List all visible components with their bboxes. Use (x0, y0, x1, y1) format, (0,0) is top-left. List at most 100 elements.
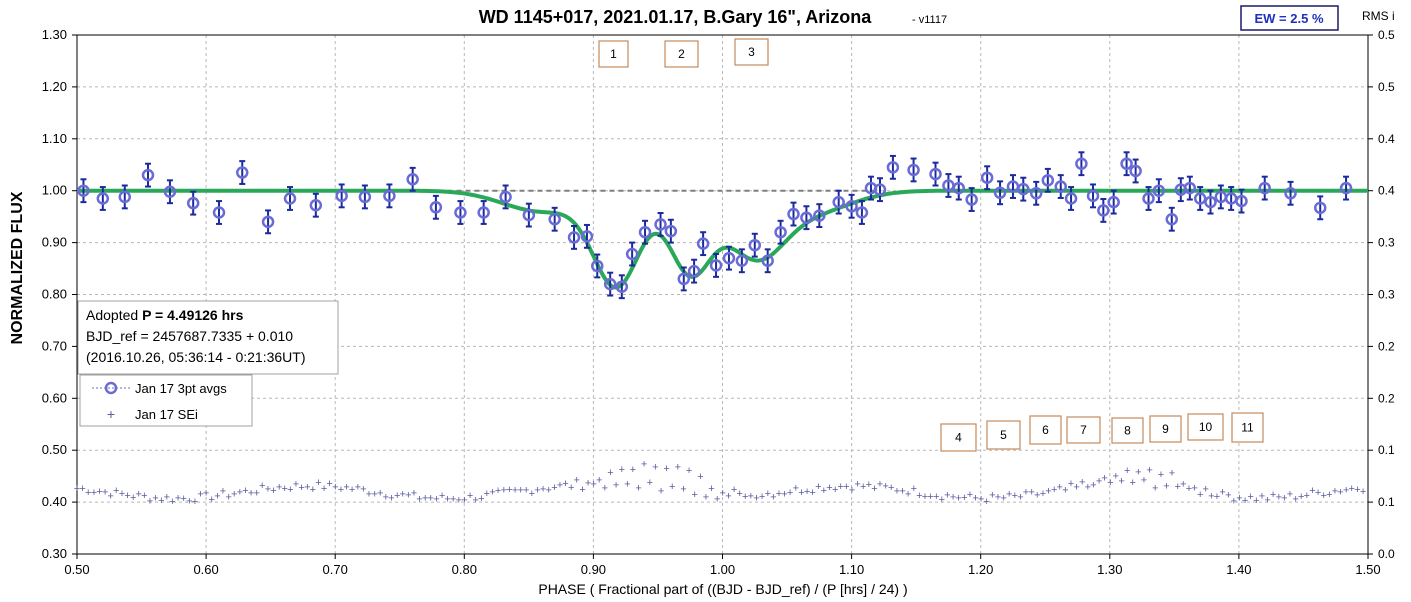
sei-point: + (562, 478, 568, 490)
sei-point: + (939, 494, 945, 506)
y-axis-label: NORMALIZED FLUX (9, 191, 26, 344)
avg-point (774, 225, 787, 239)
sei-point: + (922, 491, 928, 503)
sei-point: + (568, 482, 574, 494)
avg-point (261, 215, 275, 229)
sei-point: + (888, 482, 894, 494)
avg-point (1017, 182, 1030, 196)
sei-point: + (214, 491, 220, 503)
sei-point: + (1236, 492, 1242, 504)
y2-tick-label: 0.0 (1378, 547, 1395, 561)
sei-point: + (1191, 483, 1197, 495)
info-line2: BJD_ref = 2457687.7335 + 0.010 (86, 328, 293, 344)
avg-point (1041, 174, 1055, 187)
sei-point: + (1085, 482, 1091, 494)
sei-point: + (416, 493, 422, 505)
avg-point (1129, 164, 1142, 178)
sei-point: + (242, 485, 248, 497)
sei-point: + (1276, 491, 1282, 503)
rms-label: RMS i (1362, 9, 1395, 23)
avg-point (383, 189, 396, 203)
sei-point: + (400, 489, 406, 501)
avg-point (929, 167, 942, 181)
sei-point: + (1281, 493, 1287, 505)
sei-point: + (585, 478, 591, 490)
sei-point: + (1158, 469, 1164, 481)
avg-point (993, 186, 1007, 200)
avg-point (499, 190, 512, 204)
marker-label: 5 (1000, 428, 1007, 442)
sei-point: + (619, 464, 625, 476)
sei-point: + (753, 492, 759, 504)
sei-point: + (748, 490, 754, 502)
sei-point: + (1012, 490, 1018, 502)
sei-point: + (1337, 487, 1343, 499)
sei-point: + (102, 486, 108, 498)
sei-point: + (91, 487, 97, 499)
y-tick-label: 0.30 (42, 546, 67, 561)
sei-point: + (821, 485, 827, 497)
x-tick-label: 0.50 (64, 562, 89, 577)
sei-point: + (484, 488, 490, 500)
avg-point (1193, 192, 1207, 205)
sei-point: + (428, 493, 434, 505)
avg-point (1258, 181, 1271, 195)
marker-box (1066, 416, 1101, 444)
y2-tick-label: 0.4 (1378, 184, 1395, 198)
sei-point: + (809, 487, 815, 499)
avg-point (800, 211, 813, 224)
y2-tick-label: 0.1 (1378, 443, 1395, 457)
avg-point (845, 200, 858, 213)
sei-point: + (590, 479, 596, 491)
sei-point: + (1264, 494, 1270, 506)
sei-point: + (1146, 464, 1152, 476)
sei-point: + (978, 494, 984, 506)
sei-point: + (787, 487, 793, 499)
y-tick-label: 1.30 (42, 27, 67, 42)
sei-point: + (961, 492, 967, 504)
avg-point (638, 225, 652, 239)
sei-point: + (338, 484, 344, 496)
avg-point (118, 190, 132, 204)
sei-point: + (1118, 475, 1124, 487)
x-tick-label: 0.90 (581, 562, 606, 577)
info-line1-prefix: Adopted (86, 307, 142, 323)
ew-box (1240, 5, 1339, 31)
sei-point: + (1360, 486, 1366, 498)
avg-point (1204, 195, 1217, 209)
x-tick-label: 0.60 (193, 562, 218, 577)
sei-point: + (248, 487, 254, 499)
marker-box (598, 40, 629, 68)
sei-point: + (276, 482, 282, 494)
sei-point: + (472, 495, 478, 507)
sei-point: + (669, 481, 675, 493)
event-markers: 1 2 3 4 5 6 7 8 9 10 11 (598, 38, 1264, 452)
sei-point: + (714, 494, 720, 506)
sei-point: + (321, 483, 327, 495)
marker-box (664, 40, 699, 68)
y-tick-label: 0.60 (42, 390, 67, 405)
y-tick-label: 1.20 (42, 79, 67, 94)
x-axis-label: PHASE ( Fractional part of ((BJD - BJD_r… (538, 581, 907, 597)
sei-point: + (231, 489, 237, 501)
x-tick-label: 1.30 (1097, 562, 1122, 577)
sei-point: + (781, 489, 787, 501)
avg-point (980, 171, 994, 184)
legend-avgs-label: Jan 17 3pt avgs (135, 381, 227, 396)
marker-label: 9 (1162, 422, 1169, 436)
sei-point: + (501, 485, 507, 497)
sei-point: + (96, 486, 102, 498)
avg-point (761, 254, 774, 268)
sei-point: + (203, 487, 209, 499)
sei-point: + (220, 486, 226, 498)
sei-point: + (253, 487, 259, 499)
sei-point: + (1203, 484, 1209, 496)
avg-point (722, 251, 736, 265)
avg-point (1313, 201, 1327, 215)
sei-point: + (1040, 488, 1046, 500)
sei-point: + (1107, 477, 1113, 489)
avg-point (1142, 192, 1155, 205)
sei-point: + (1000, 492, 1006, 504)
sei-point: + (1332, 485, 1338, 497)
sei-point: + (899, 486, 905, 498)
